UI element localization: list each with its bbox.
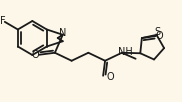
Text: O: O (156, 31, 163, 41)
Text: F: F (0, 16, 6, 26)
Text: S: S (155, 27, 161, 37)
Text: O: O (31, 50, 39, 60)
Text: NH: NH (118, 47, 133, 57)
Text: N: N (59, 28, 66, 38)
Text: O: O (106, 72, 114, 82)
